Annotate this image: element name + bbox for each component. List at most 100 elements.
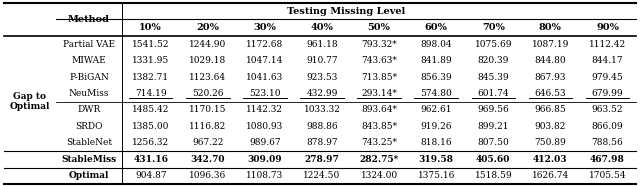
Text: 899.21: 899.21 bbox=[477, 122, 509, 131]
Text: 282.75*: 282.75* bbox=[360, 155, 399, 164]
Text: 713.85*: 713.85* bbox=[361, 73, 397, 81]
Text: 903.82: 903.82 bbox=[534, 122, 566, 131]
Text: 1080.93: 1080.93 bbox=[246, 122, 284, 131]
Text: 867.93: 867.93 bbox=[534, 73, 566, 81]
Text: 743.63*: 743.63* bbox=[361, 56, 397, 65]
Text: NeuMiss: NeuMiss bbox=[68, 89, 109, 98]
Text: 1385.00: 1385.00 bbox=[132, 122, 170, 131]
Text: 898.04: 898.04 bbox=[420, 40, 452, 49]
Text: 793.32*: 793.32* bbox=[361, 40, 397, 49]
Text: 90%: 90% bbox=[596, 23, 619, 32]
Text: 1170.15: 1170.15 bbox=[189, 105, 227, 114]
Text: 923.53: 923.53 bbox=[307, 73, 338, 81]
Text: 70%: 70% bbox=[482, 23, 505, 32]
Text: 432.99: 432.99 bbox=[307, 89, 338, 98]
Text: 962.61: 962.61 bbox=[420, 105, 452, 114]
Text: 1382.71: 1382.71 bbox=[132, 73, 170, 81]
Text: 574.80: 574.80 bbox=[420, 89, 452, 98]
Text: 714.19: 714.19 bbox=[135, 89, 166, 98]
Text: 866.09: 866.09 bbox=[591, 122, 623, 131]
Text: 961.18: 961.18 bbox=[306, 40, 338, 49]
Text: MIWAE: MIWAE bbox=[72, 56, 106, 65]
Text: 309.09: 309.09 bbox=[248, 155, 282, 164]
Text: 30%: 30% bbox=[253, 23, 276, 32]
Text: 1087.19: 1087.19 bbox=[532, 40, 569, 49]
Text: 1096.36: 1096.36 bbox=[189, 171, 227, 180]
Text: 1172.68: 1172.68 bbox=[246, 40, 284, 49]
Text: 40%: 40% bbox=[310, 23, 333, 32]
Text: Optimal: Optimal bbox=[69, 171, 109, 180]
Text: 1485.42: 1485.42 bbox=[132, 105, 170, 114]
Text: 1112.42: 1112.42 bbox=[589, 40, 626, 49]
Text: 520.26: 520.26 bbox=[192, 89, 223, 98]
Text: 60%: 60% bbox=[425, 23, 447, 32]
Text: 878.97: 878.97 bbox=[306, 138, 338, 147]
Text: 893.64*: 893.64* bbox=[361, 105, 397, 114]
Text: 1324.00: 1324.00 bbox=[360, 171, 397, 180]
Text: 904.87: 904.87 bbox=[135, 171, 166, 180]
Text: 807.50: 807.50 bbox=[477, 138, 509, 147]
Text: 1041.63: 1041.63 bbox=[246, 73, 284, 81]
Text: 80%: 80% bbox=[539, 23, 562, 32]
Text: 845.39: 845.39 bbox=[477, 73, 509, 81]
Text: 841.89: 841.89 bbox=[420, 56, 452, 65]
Text: 1108.73: 1108.73 bbox=[246, 171, 284, 180]
Text: 10%: 10% bbox=[140, 23, 162, 32]
Text: 979.45: 979.45 bbox=[591, 73, 623, 81]
Text: Testing Missing Level: Testing Missing Level bbox=[287, 7, 405, 16]
Text: 1142.32: 1142.32 bbox=[246, 105, 284, 114]
Text: 1075.69: 1075.69 bbox=[474, 40, 512, 49]
Text: 743.25*: 743.25* bbox=[361, 138, 397, 147]
Text: 523.10: 523.10 bbox=[249, 89, 281, 98]
Text: 844.80: 844.80 bbox=[534, 56, 566, 65]
Text: Gap to
Optimal: Gap to Optimal bbox=[10, 92, 50, 111]
Text: 1626.74: 1626.74 bbox=[532, 171, 569, 180]
Text: 646.53: 646.53 bbox=[534, 89, 566, 98]
Text: 1375.16: 1375.16 bbox=[417, 171, 455, 180]
Text: 50%: 50% bbox=[367, 23, 390, 32]
Text: 1029.18: 1029.18 bbox=[189, 56, 227, 65]
Text: 342.70: 342.70 bbox=[191, 155, 225, 164]
Text: 1244.90: 1244.90 bbox=[189, 40, 227, 49]
Text: 405.60: 405.60 bbox=[476, 155, 511, 164]
Text: 20%: 20% bbox=[196, 23, 220, 32]
Text: P-BiGAN: P-BiGAN bbox=[69, 73, 109, 81]
Text: 844.17: 844.17 bbox=[591, 56, 623, 65]
Text: 278.97: 278.97 bbox=[305, 155, 339, 164]
Text: StableNet: StableNet bbox=[66, 138, 112, 147]
Text: 988.86: 988.86 bbox=[306, 122, 338, 131]
Text: 966.85: 966.85 bbox=[534, 105, 566, 114]
Text: 679.99: 679.99 bbox=[591, 89, 623, 98]
Text: 967.22: 967.22 bbox=[192, 138, 223, 147]
Text: 989.67: 989.67 bbox=[249, 138, 281, 147]
Text: 431.16: 431.16 bbox=[133, 155, 168, 164]
Text: 843.85*: 843.85* bbox=[361, 122, 397, 131]
Text: 788.56: 788.56 bbox=[591, 138, 623, 147]
Text: 1123.64: 1123.64 bbox=[189, 73, 227, 81]
Text: 1705.54: 1705.54 bbox=[589, 171, 627, 180]
Text: 601.74: 601.74 bbox=[477, 89, 509, 98]
Text: 910.77: 910.77 bbox=[306, 56, 338, 65]
Text: 963.52: 963.52 bbox=[592, 105, 623, 114]
Text: 919.26: 919.26 bbox=[420, 122, 452, 131]
Text: 856.39: 856.39 bbox=[420, 73, 452, 81]
Text: Method: Method bbox=[68, 15, 110, 24]
Text: 750.89: 750.89 bbox=[534, 138, 566, 147]
Text: 1224.50: 1224.50 bbox=[303, 171, 340, 180]
Text: 1518.59: 1518.59 bbox=[474, 171, 512, 180]
Text: 1256.32: 1256.32 bbox=[132, 138, 170, 147]
Text: 1047.14: 1047.14 bbox=[246, 56, 284, 65]
Text: SRDO: SRDO bbox=[76, 122, 103, 131]
Text: 293.14*: 293.14* bbox=[361, 89, 397, 98]
Text: 818.16: 818.16 bbox=[420, 138, 452, 147]
Text: 1116.82: 1116.82 bbox=[189, 122, 227, 131]
Text: StableMiss: StableMiss bbox=[61, 155, 116, 164]
Text: 969.56: 969.56 bbox=[477, 105, 509, 114]
Text: 820.39: 820.39 bbox=[477, 56, 509, 65]
Text: 319.58: 319.58 bbox=[419, 155, 454, 164]
Text: 1033.32: 1033.32 bbox=[303, 105, 340, 114]
Text: DWR: DWR bbox=[77, 105, 100, 114]
Text: Partial VAE: Partial VAE bbox=[63, 40, 115, 49]
Text: 412.03: 412.03 bbox=[533, 155, 568, 164]
Text: 1541.52: 1541.52 bbox=[132, 40, 170, 49]
